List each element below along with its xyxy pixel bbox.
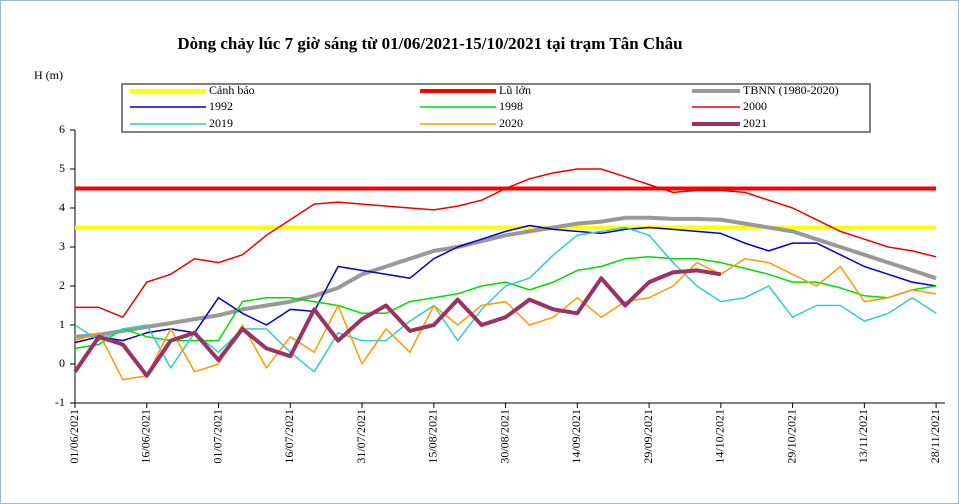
y-axis-label: H (m) [34,68,63,82]
x-tick-label: 01/07/2021 [210,409,224,464]
legend [121,83,871,133]
y-tick-label: 5 [59,161,65,175]
series-line [74,215,937,339]
x-tick-label: 29/10/2021 [784,409,798,464]
x-tick-label: 16/06/2021 [139,409,153,464]
x-tick-label: 15/08/2021 [426,409,440,464]
x-tick-label: 30/08/2021 [497,409,511,464]
legend-label: 2019 [209,116,233,130]
x-tick-label: 14/09/2021 [569,409,583,464]
legend-label: 1998 [499,99,523,113]
series-line [73,268,722,378]
y-tick-label: 2 [59,278,65,292]
y-tick-label: 0 [59,356,65,370]
x-tick-label: 28/11/2021 [928,409,942,463]
y-tick-label: 3 [59,239,65,253]
series-line [74,224,937,344]
legend-label: Cảnh báo [209,83,255,97]
x-tick-label: 29/09/2021 [641,409,655,464]
series-line [75,168,937,318]
legend-label: Lũ lớn [499,83,531,97]
legend-label: 2021 [743,116,767,130]
legend-label: 2020 [499,116,523,130]
x-tick-label: 31/07/2021 [354,409,368,464]
y-tick-label: 1 [59,317,65,331]
series-line [74,226,937,373]
x-tick-label: 14/10/2021 [713,409,727,464]
series-line [74,257,937,381]
y-tick-label: -1 [55,395,65,409]
x-tick-label: 16/07/2021 [282,409,296,464]
x-tick-label: 01/06/2021 [67,409,81,464]
series-line [74,256,937,350]
x-tick-label: 13/11/2021 [856,409,870,463]
y-tick-label: 4 [59,200,65,214]
legend-label: 2000 [743,99,767,113]
chart-title: Dòng chảy lúc 7 giờ sáng từ 01/06/2021-1… [177,34,682,53]
legend-label: TBNN (1980-2020) [743,83,839,97]
legend-label: 1992 [209,99,233,113]
y-tick-label: 6 [59,122,65,136]
